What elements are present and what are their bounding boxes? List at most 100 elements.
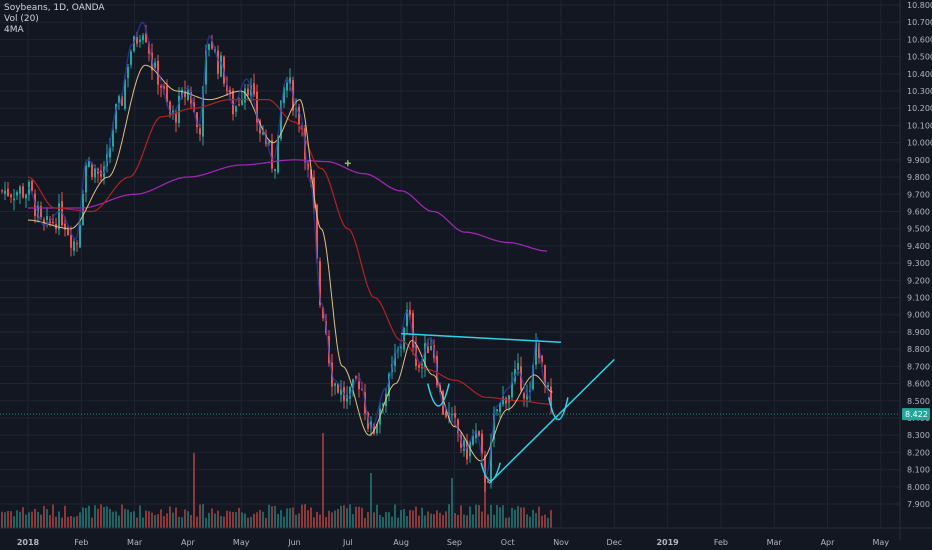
- volume-bar: [31, 511, 33, 528]
- volume-bar: [127, 509, 129, 528]
- volume-bar: [352, 514, 354, 528]
- candle-body: [322, 307, 324, 319]
- volume-bar: [334, 510, 336, 528]
- volume-bar: [1, 511, 3, 528]
- volume-bar: [295, 514, 297, 528]
- volume-bar: [523, 507, 525, 528]
- volume-bar: [487, 514, 489, 528]
- candle-body: [211, 41, 213, 49]
- volume-bar: [466, 515, 468, 528]
- candle-body: [412, 312, 414, 348]
- volume-bar: [133, 511, 135, 528]
- candle-body: [490, 441, 492, 483]
- volume-bar: [130, 512, 132, 528]
- volume-bar: [148, 511, 150, 528]
- symbol-title[interactable]: Soybeans, 1D, OANDA: [4, 3, 105, 13]
- candle-body: [523, 393, 525, 399]
- volume-bar: [118, 515, 120, 528]
- candle-body: [298, 106, 300, 125]
- volume-bar: [268, 504, 270, 528]
- price-tick-label: 10.000: [907, 139, 932, 148]
- volume-bar: [274, 505, 276, 528]
- candle-body: [481, 433, 483, 454]
- volume-bar: [547, 517, 549, 528]
- candle-body: [496, 409, 498, 412]
- time-axis[interactable]: 2018 Feb Mar Apr May Jun Jul Aug Sep Oct Nov Dec 201…: [17, 538, 889, 547]
- volume-bar: [517, 506, 519, 528]
- volume-bar: [277, 513, 279, 528]
- candle-body: [208, 44, 210, 50]
- volume-bar: [322, 433, 324, 528]
- candle-body: [493, 414, 495, 440]
- volume-bar: [460, 505, 462, 528]
- volume-bar: [481, 511, 483, 528]
- volume-bar: [490, 504, 492, 528]
- price-tick-label: 9.300: [907, 259, 930, 268]
- volume-bar: [532, 509, 534, 528]
- candle-body: [25, 194, 27, 199]
- candle-body: [418, 365, 420, 368]
- candle-body: [376, 423, 378, 434]
- candle-body: [502, 395, 504, 405]
- volume-bar: [70, 515, 72, 528]
- price-tick-label: 9.800: [907, 173, 930, 182]
- price-tick-label: 8.000: [907, 483, 930, 492]
- volume-label[interactable]: Vol (20): [4, 14, 39, 24]
- volume-bar: [142, 517, 144, 528]
- volume-bar: [67, 516, 69, 528]
- long-moving-average: [28, 159, 548, 252]
- volume-bar: [79, 512, 81, 528]
- volume-bar: [475, 504, 477, 528]
- volume-bar: [145, 510, 147, 528]
- volume-bar: [61, 517, 63, 528]
- volume-bar: [64, 505, 66, 528]
- volume-bar: [280, 510, 282, 528]
- candle-body: [178, 95, 180, 123]
- candle-body: [40, 206, 42, 218]
- candle-body: [478, 431, 480, 436]
- volume-bar: [445, 511, 447, 528]
- price-tick-label: 9.600: [907, 207, 930, 216]
- candle-body: [169, 101, 171, 114]
- candle-body: [307, 163, 309, 170]
- candle-body: [1, 190, 3, 192]
- volume-bar: [199, 504, 201, 528]
- candle-body: [67, 227, 69, 236]
- candle-body: [430, 345, 432, 350]
- candle-body: [466, 440, 468, 460]
- candle-body: [550, 386, 552, 406]
- candle-body: [310, 169, 312, 179]
- volume-bar: [259, 509, 261, 528]
- price-tick-label: 7.900: [907, 500, 930, 509]
- volume-bar: [100, 504, 102, 528]
- volume-bar: [328, 510, 330, 528]
- volume-bar: [505, 517, 507, 528]
- candle-body: [163, 86, 165, 89]
- price-tick-label: 9.100: [907, 294, 930, 303]
- candle-body: [70, 235, 72, 248]
- volume-bar: [340, 505, 342, 528]
- candle-body: [118, 96, 120, 103]
- price-tick-label: 9.900: [907, 156, 930, 165]
- moving-averages: [27, 21, 554, 476]
- indicator-label[interactable]: 4MA: [4, 25, 24, 35]
- price-axis[interactable]: 10.800 10.700 10.600 10.500 10.400 10.300 10.2…: [907, 1, 932, 509]
- candle-body: [160, 85, 162, 88]
- price-tick-label: 8.100: [907, 466, 930, 475]
- time-tick-label: Jun: [287, 538, 301, 547]
- volume-bar: [187, 511, 189, 528]
- candle-body: [253, 83, 255, 95]
- candle-body: [406, 309, 408, 327]
- volume-bar: [376, 504, 378, 528]
- candle-body: [16, 192, 18, 196]
- volume-bar: [232, 511, 234, 528]
- candle-body: [181, 89, 183, 97]
- volume-bar: [409, 510, 411, 528]
- time-tick-label: Nov: [553, 538, 569, 547]
- time-tick-label: 2019: [656, 538, 679, 547]
- candle-body: [400, 347, 402, 349]
- volume-bar: [172, 512, 174, 528]
- volume-bar: [403, 509, 405, 528]
- candle-body: [154, 62, 156, 69]
